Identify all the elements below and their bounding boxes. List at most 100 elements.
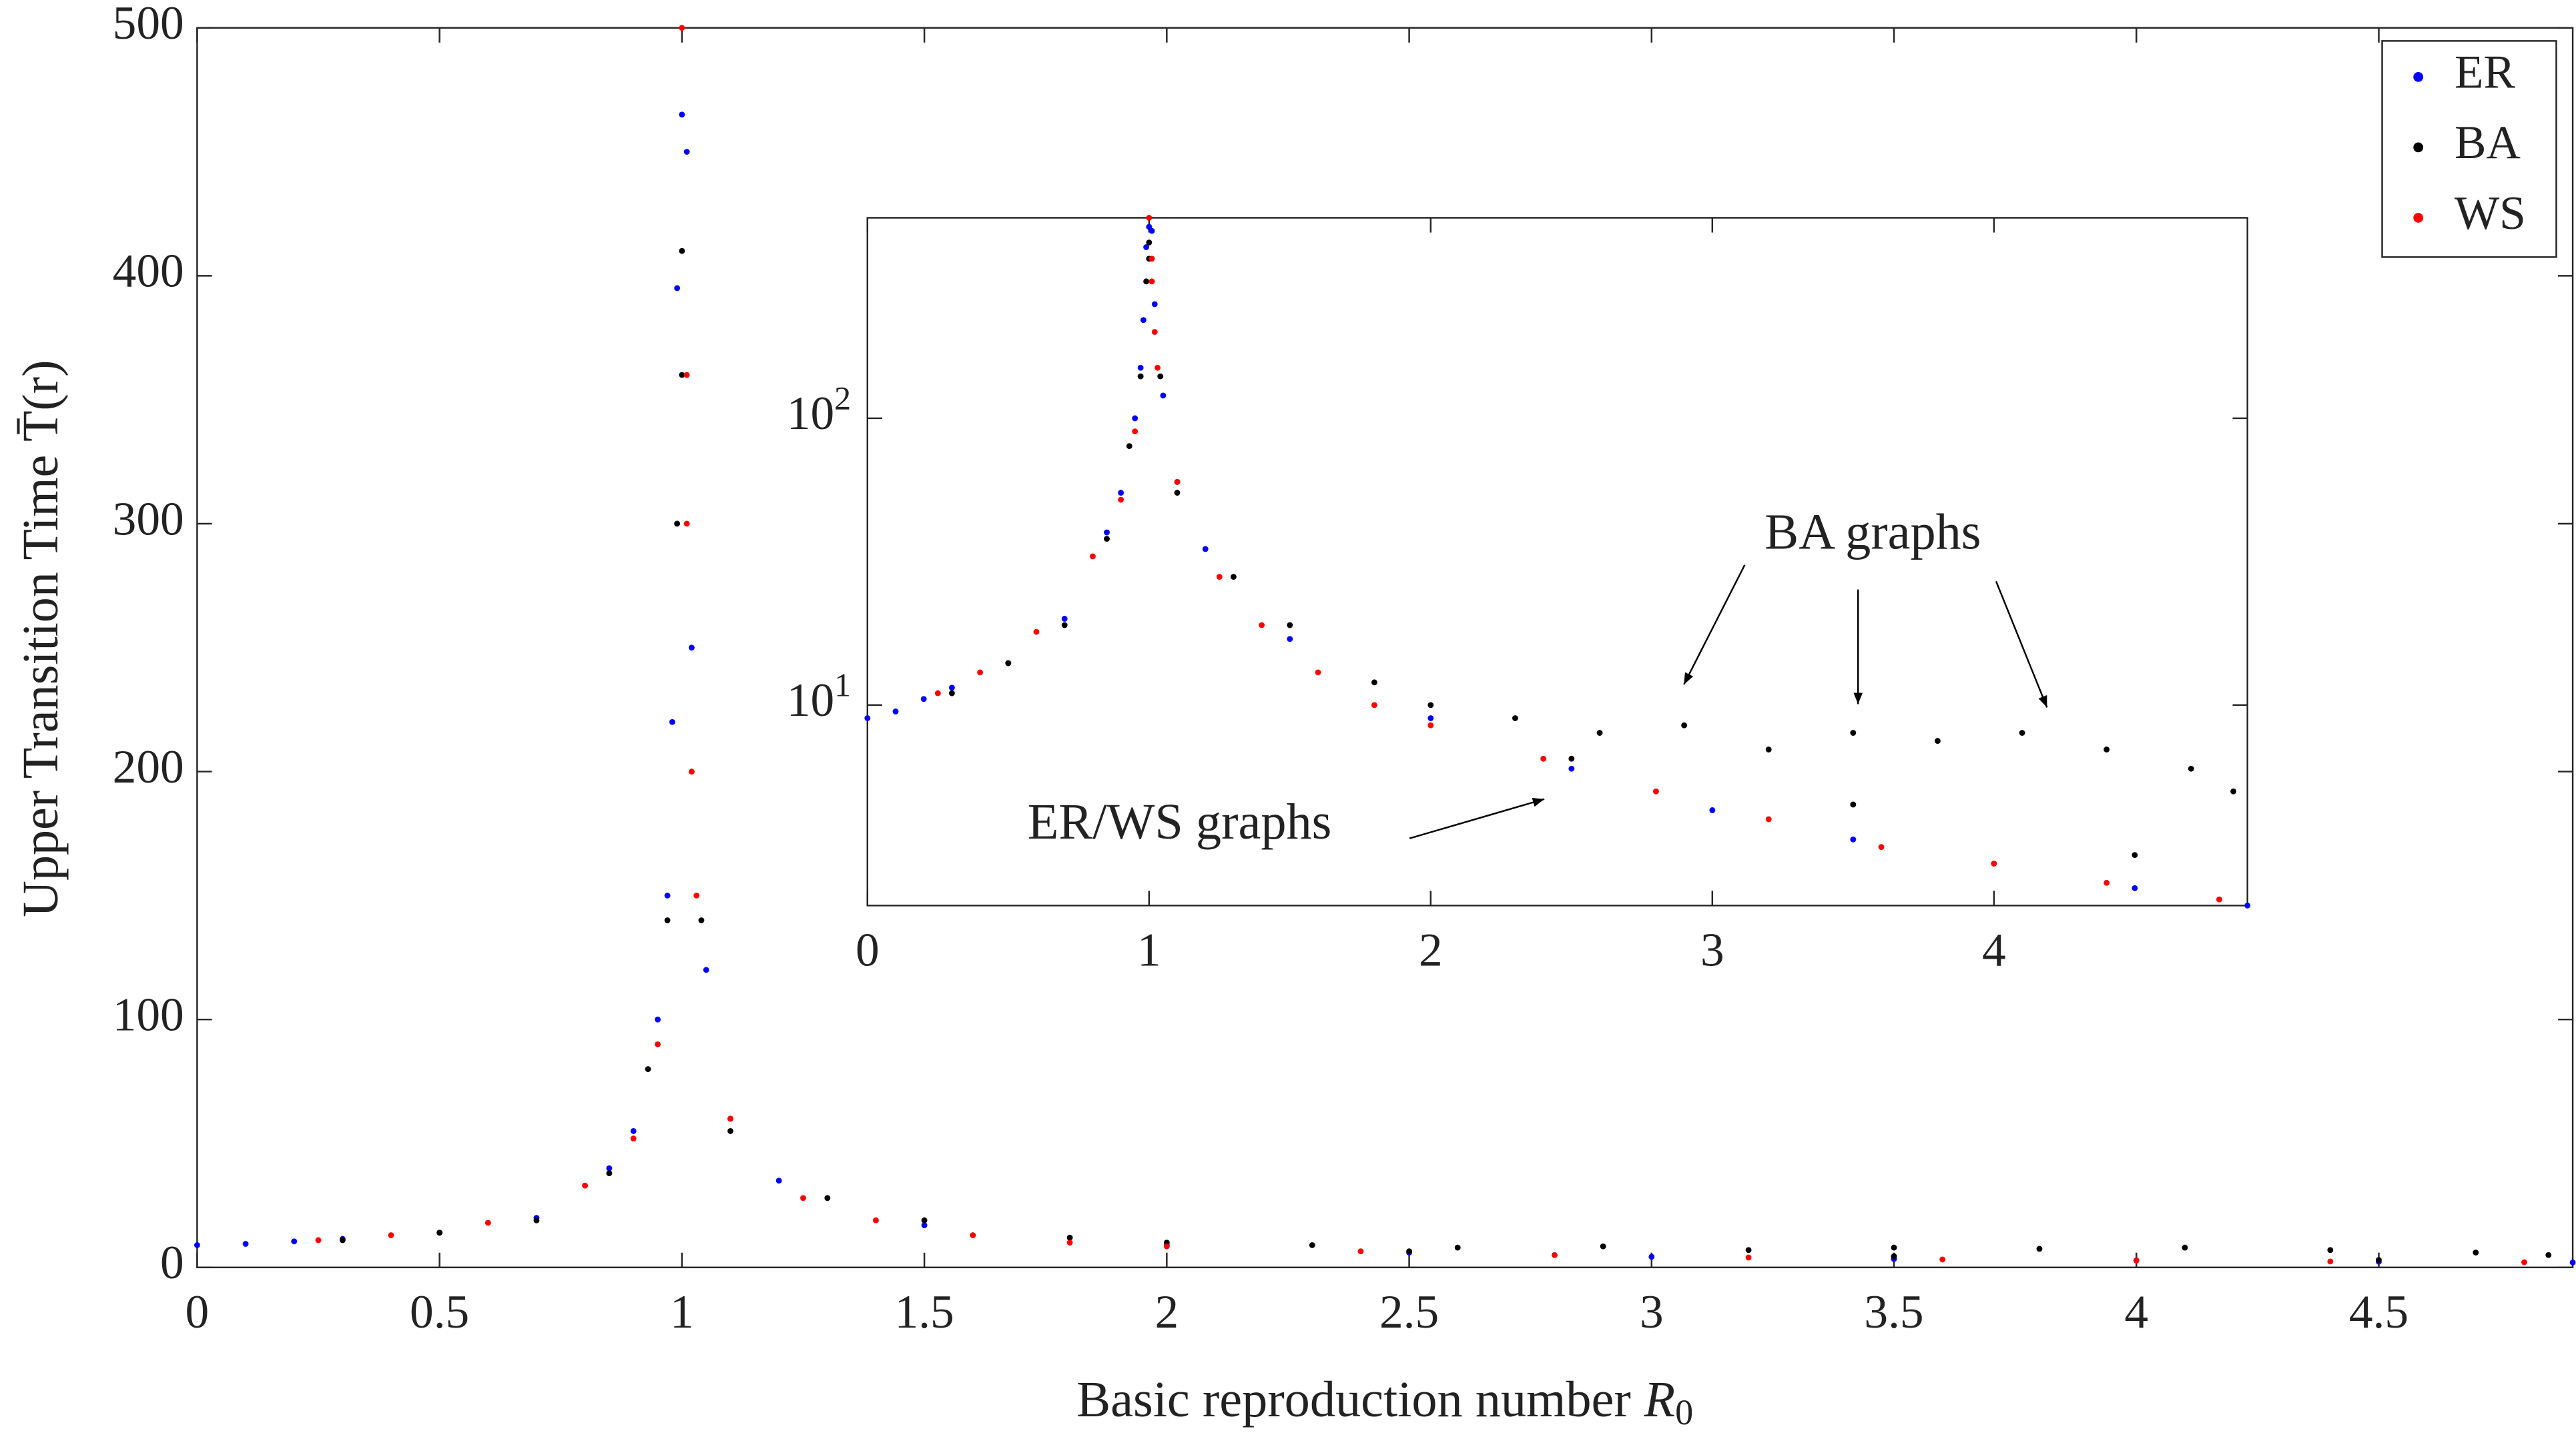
point xyxy=(688,769,695,775)
point xyxy=(727,1128,733,1134)
point xyxy=(873,1217,879,1224)
point xyxy=(1406,1248,1412,1255)
legend-label: BA xyxy=(2455,116,2521,169)
point xyxy=(2182,1244,2188,1251)
point xyxy=(2230,788,2236,795)
point xyxy=(1765,816,1772,823)
legend-marker xyxy=(2413,142,2424,153)
point xyxy=(1146,215,1153,221)
point xyxy=(1163,1243,1170,1250)
point xyxy=(921,1222,928,1229)
point xyxy=(1850,801,1857,808)
legend-label: ER xyxy=(2455,46,2516,99)
point xyxy=(630,1135,637,1141)
point xyxy=(1061,622,1068,628)
point xyxy=(2376,1257,2382,1264)
point xyxy=(582,1182,589,1189)
legend-box xyxy=(2381,40,2557,258)
legend-label: WS xyxy=(2455,187,2526,239)
point xyxy=(1878,844,1885,851)
y-tick-label: 102 xyxy=(787,380,851,440)
point xyxy=(2019,730,2025,736)
point xyxy=(948,690,955,696)
point xyxy=(606,1170,613,1177)
point xyxy=(1005,660,1012,666)
point xyxy=(679,111,685,118)
point xyxy=(1315,669,1321,676)
label-symbol: T̄(r) xyxy=(13,360,69,442)
point xyxy=(1568,765,1575,772)
point xyxy=(674,520,681,527)
point xyxy=(1512,715,1518,721)
point xyxy=(2327,1258,2334,1265)
point xyxy=(1357,1248,1364,1255)
point xyxy=(2104,747,2110,753)
point xyxy=(1371,679,1377,686)
legend-marker xyxy=(2413,213,2424,223)
point xyxy=(1681,722,1688,729)
point xyxy=(2521,1259,2527,1266)
point xyxy=(1454,1244,1461,1251)
x-tick-label: 3 xyxy=(1640,1286,1664,1338)
point xyxy=(727,1115,733,1122)
point xyxy=(1174,490,1181,496)
point xyxy=(1066,1240,1073,1246)
x-tick-label: 4 xyxy=(1982,923,2006,976)
tick-exponent: 1 xyxy=(834,667,851,704)
point xyxy=(533,1217,540,1224)
point xyxy=(683,520,690,527)
point xyxy=(2132,852,2138,859)
x-tick-label: 2 xyxy=(1155,1286,1179,1338)
x-tick-label: 0.5 xyxy=(410,1286,469,1338)
y-tick-label: 101 xyxy=(787,667,851,727)
annotation: ER/WS graphs xyxy=(1028,794,1332,850)
point xyxy=(1155,364,1161,371)
point xyxy=(655,1016,661,1023)
point xyxy=(1202,546,1209,552)
point xyxy=(800,1195,806,1202)
point xyxy=(1126,443,1133,450)
point xyxy=(2569,1259,2576,1266)
point xyxy=(2036,1246,2043,1252)
point xyxy=(679,25,685,31)
x-tick-label: 1 xyxy=(670,1286,694,1338)
point xyxy=(1143,278,1150,285)
x-tick-label: 3 xyxy=(1700,923,1724,976)
point xyxy=(688,644,695,651)
point xyxy=(1540,755,1547,762)
point xyxy=(339,1237,346,1244)
tick-base: 10 xyxy=(787,674,834,727)
point xyxy=(1552,1252,1558,1258)
arrow xyxy=(1683,564,1746,685)
point xyxy=(864,715,871,721)
point xyxy=(1151,301,1158,308)
y-tick-label: 500 xyxy=(113,0,184,49)
point xyxy=(2244,902,2251,909)
point xyxy=(645,1066,651,1072)
y-tick-label: 300 xyxy=(113,492,184,545)
point xyxy=(1132,428,1139,435)
point xyxy=(1745,1247,1752,1254)
point xyxy=(664,892,671,899)
arrows xyxy=(1409,564,2048,839)
point xyxy=(1596,730,1603,736)
point xyxy=(1991,861,1997,867)
point xyxy=(775,1177,782,1184)
point xyxy=(630,1128,637,1134)
point xyxy=(606,1165,613,1171)
point xyxy=(1230,574,1237,580)
point xyxy=(2104,879,2110,886)
point xyxy=(1745,1254,1752,1261)
point xyxy=(1939,1256,1946,1263)
point xyxy=(1935,738,1941,744)
point xyxy=(194,1242,200,1248)
point xyxy=(1600,1243,1606,1250)
point xyxy=(2133,1257,2140,1264)
point xyxy=(1118,490,1124,496)
point xyxy=(1149,278,1155,285)
x-tick-label: 3.5 xyxy=(1864,1286,1923,1338)
point xyxy=(655,1041,661,1047)
point xyxy=(1174,478,1181,485)
point xyxy=(970,1232,976,1238)
